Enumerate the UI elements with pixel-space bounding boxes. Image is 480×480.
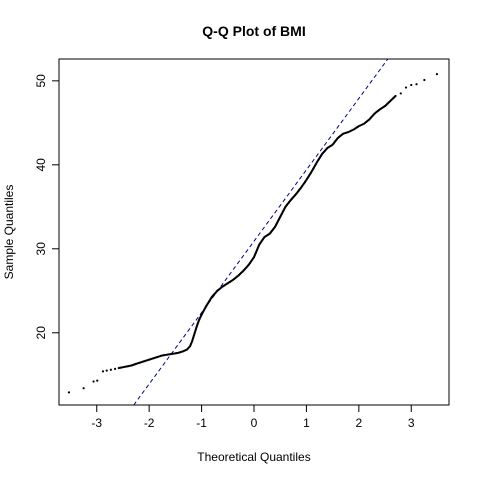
sample-point xyxy=(120,366,123,369)
sample-point xyxy=(423,78,426,82)
sample-point xyxy=(187,346,191,349)
sample-point xyxy=(230,279,234,282)
y-axis: 20 30 40 50 xyxy=(34,74,59,340)
qq-reference-line xyxy=(133,58,389,406)
y-tick-label: 30 xyxy=(34,242,48,256)
sample-point xyxy=(144,359,147,363)
sample-point xyxy=(236,275,239,278)
chart-title: Q-Q Plot of BMI xyxy=(202,23,305,39)
sample-point xyxy=(278,216,281,220)
sample-point xyxy=(320,153,323,157)
sample-point xyxy=(128,364,132,367)
sample-point xyxy=(388,100,391,103)
sample-point xyxy=(415,83,418,86)
x-axis: -3 -2 -1 0 1 2 3 xyxy=(91,405,415,430)
x-tick-label: -1 xyxy=(196,416,207,430)
sample-point xyxy=(113,367,117,370)
sample-point xyxy=(194,327,198,331)
sample-point xyxy=(82,387,85,390)
sample-point xyxy=(124,365,127,368)
x-tick-label: -3 xyxy=(91,416,102,430)
sample-point xyxy=(345,131,349,134)
sample-points-group xyxy=(67,73,439,394)
sample-point xyxy=(351,129,354,132)
sample-point xyxy=(241,270,244,273)
sample-point xyxy=(336,137,339,141)
x-tick-label: -2 xyxy=(144,416,155,430)
sample-point xyxy=(180,350,184,353)
sample-point xyxy=(257,244,260,247)
sample-point xyxy=(252,257,255,260)
sample-point xyxy=(210,296,213,299)
sample-point xyxy=(393,95,396,98)
x-tick-label: 1 xyxy=(303,416,310,430)
sample-point xyxy=(304,179,307,183)
sample-point xyxy=(101,370,105,373)
sample-point xyxy=(325,147,328,151)
x-tick-label: 0 xyxy=(251,416,258,430)
sample-point xyxy=(170,352,173,356)
sample-point xyxy=(315,162,318,165)
sample-point xyxy=(283,206,286,210)
plot-frame xyxy=(58,58,450,406)
sample-point xyxy=(105,369,108,372)
y-tick-label: 50 xyxy=(34,74,48,88)
sample-point xyxy=(435,73,439,76)
sample-point xyxy=(399,92,402,95)
y-axis-label: Sample Quantiles xyxy=(2,185,16,280)
y-tick-label: 20 xyxy=(34,326,48,340)
sample-point xyxy=(165,353,168,356)
sample-point xyxy=(201,312,204,315)
sample-point xyxy=(175,352,178,355)
sample-point xyxy=(225,282,228,285)
sample-point xyxy=(372,113,375,116)
reference-line-group xyxy=(133,58,389,406)
sample-point xyxy=(92,380,95,383)
sample-point xyxy=(309,171,313,174)
sample-point xyxy=(192,334,195,337)
sample-point xyxy=(262,237,265,240)
sample-point xyxy=(215,290,218,293)
y-tick-label: 40 xyxy=(34,158,48,172)
sample-point xyxy=(154,356,157,359)
sample-point xyxy=(404,86,408,89)
sample-point xyxy=(299,187,302,190)
sample-point xyxy=(367,119,370,122)
sample-point xyxy=(197,320,200,323)
x-tick-label: 3 xyxy=(408,416,415,430)
sample-point xyxy=(293,194,297,197)
sample-point xyxy=(149,358,152,361)
sample-point xyxy=(220,286,223,289)
sample-point xyxy=(361,123,364,126)
sample-point xyxy=(246,264,249,267)
sample-point xyxy=(138,361,142,364)
sample-point xyxy=(273,226,276,230)
x-tick-label: 2 xyxy=(355,416,362,430)
sample-point xyxy=(109,368,112,371)
sample-point xyxy=(96,379,99,382)
sample-point xyxy=(205,305,208,308)
x-axis-label: Theoretical Quantiles xyxy=(197,450,310,464)
sample-point xyxy=(190,341,193,344)
sample-point xyxy=(267,233,270,236)
sample-point xyxy=(340,133,344,136)
sample-point xyxy=(159,354,163,357)
sample-point xyxy=(410,83,413,87)
sample-point xyxy=(330,144,333,147)
sample-point xyxy=(67,391,71,394)
sample-point xyxy=(184,349,187,352)
sample-point xyxy=(377,109,380,112)
sample-point xyxy=(288,199,292,203)
sample-point xyxy=(133,363,136,366)
sample-point xyxy=(382,105,386,108)
sample-point xyxy=(356,125,359,128)
